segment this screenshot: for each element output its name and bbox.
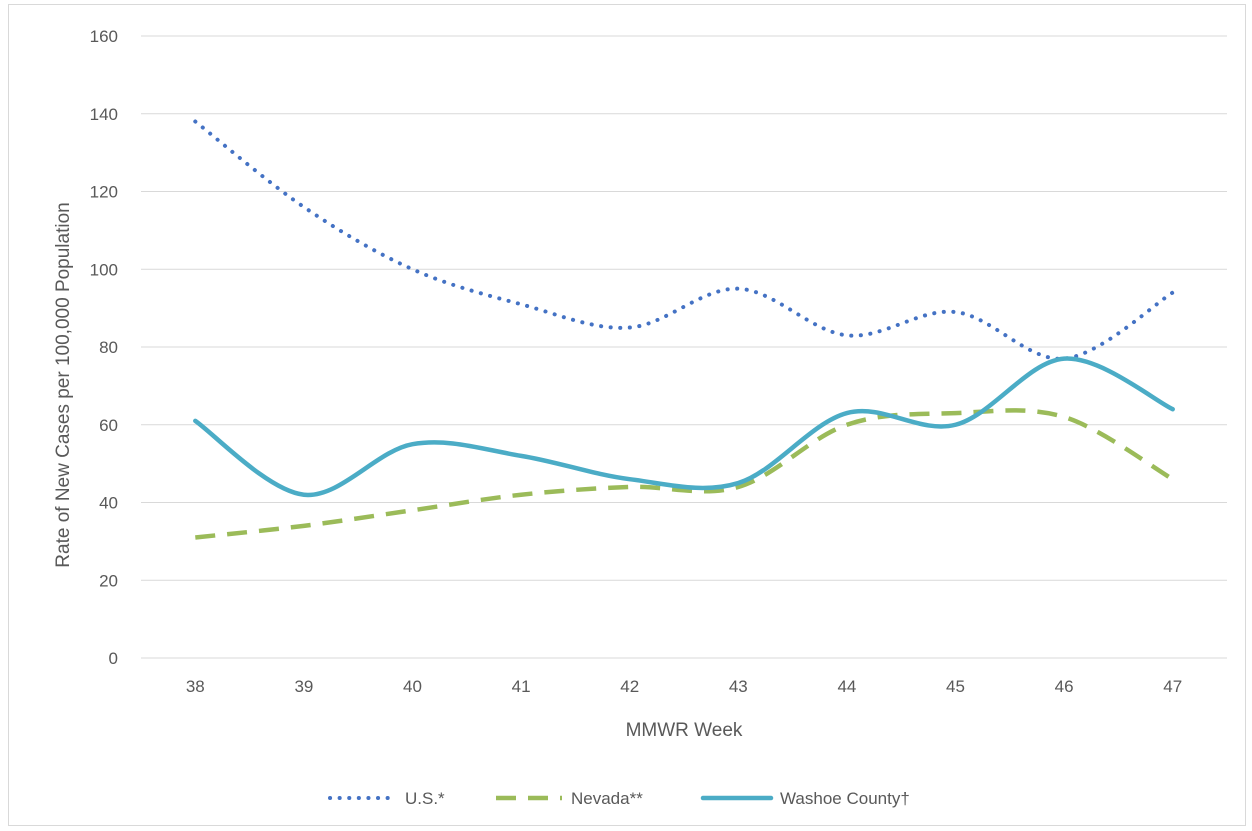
- x-tick-label: 43: [729, 677, 748, 696]
- x-tick-label: 39: [294, 677, 313, 696]
- chart-frame: [8, 4, 1246, 826]
- x-axis-title: MMWR Week: [626, 720, 743, 741]
- legend-label: U.S.*: [405, 789, 445, 808]
- y-tick-label: 60: [99, 416, 118, 435]
- series-line-washoe-county: [193, 356, 1175, 497]
- x-tick-label: 40: [403, 677, 422, 696]
- legend: U.S.* Nevada** Washoe County†: [328, 789, 910, 808]
- x-tick-label: 45: [946, 677, 965, 696]
- gridlines: [141, 35, 1227, 659]
- y-tick-label: 40: [99, 494, 118, 513]
- y-axis-ticks: 0 20 40 60 80 100 120 140 160: [90, 27, 118, 668]
- legend-label: Nevada**: [571, 789, 643, 808]
- x-tick-label: 38: [186, 677, 205, 696]
- x-tick-label: 41: [512, 677, 531, 696]
- y-tick-label: 160: [90, 27, 118, 46]
- y-axis-title: Rate of New Cases per 100,000 Population: [53, 202, 74, 567]
- series-line-u-s: [193, 119, 1175, 361]
- y-tick-label: 20: [99, 571, 118, 590]
- x-tick-label: 46: [1055, 677, 1074, 696]
- series-line-nevada: [195, 408, 1174, 540]
- x-tick-label: 47: [1163, 677, 1182, 696]
- y-tick-label: 120: [90, 183, 118, 202]
- y-tick-label: 80: [99, 338, 118, 357]
- y-tick-label: 140: [90, 105, 118, 124]
- x-tick-label: 42: [620, 677, 639, 696]
- x-tick-label: 44: [837, 677, 856, 696]
- y-tick-label: 0: [109, 649, 118, 668]
- series-lines: [193, 119, 1175, 540]
- legend-label: Washoe County†: [780, 789, 910, 808]
- y-tick-label: 100: [90, 260, 118, 279]
- x-axis-ticks: 38 39 40 41 42 43 44 45 46 47: [186, 677, 1182, 696]
